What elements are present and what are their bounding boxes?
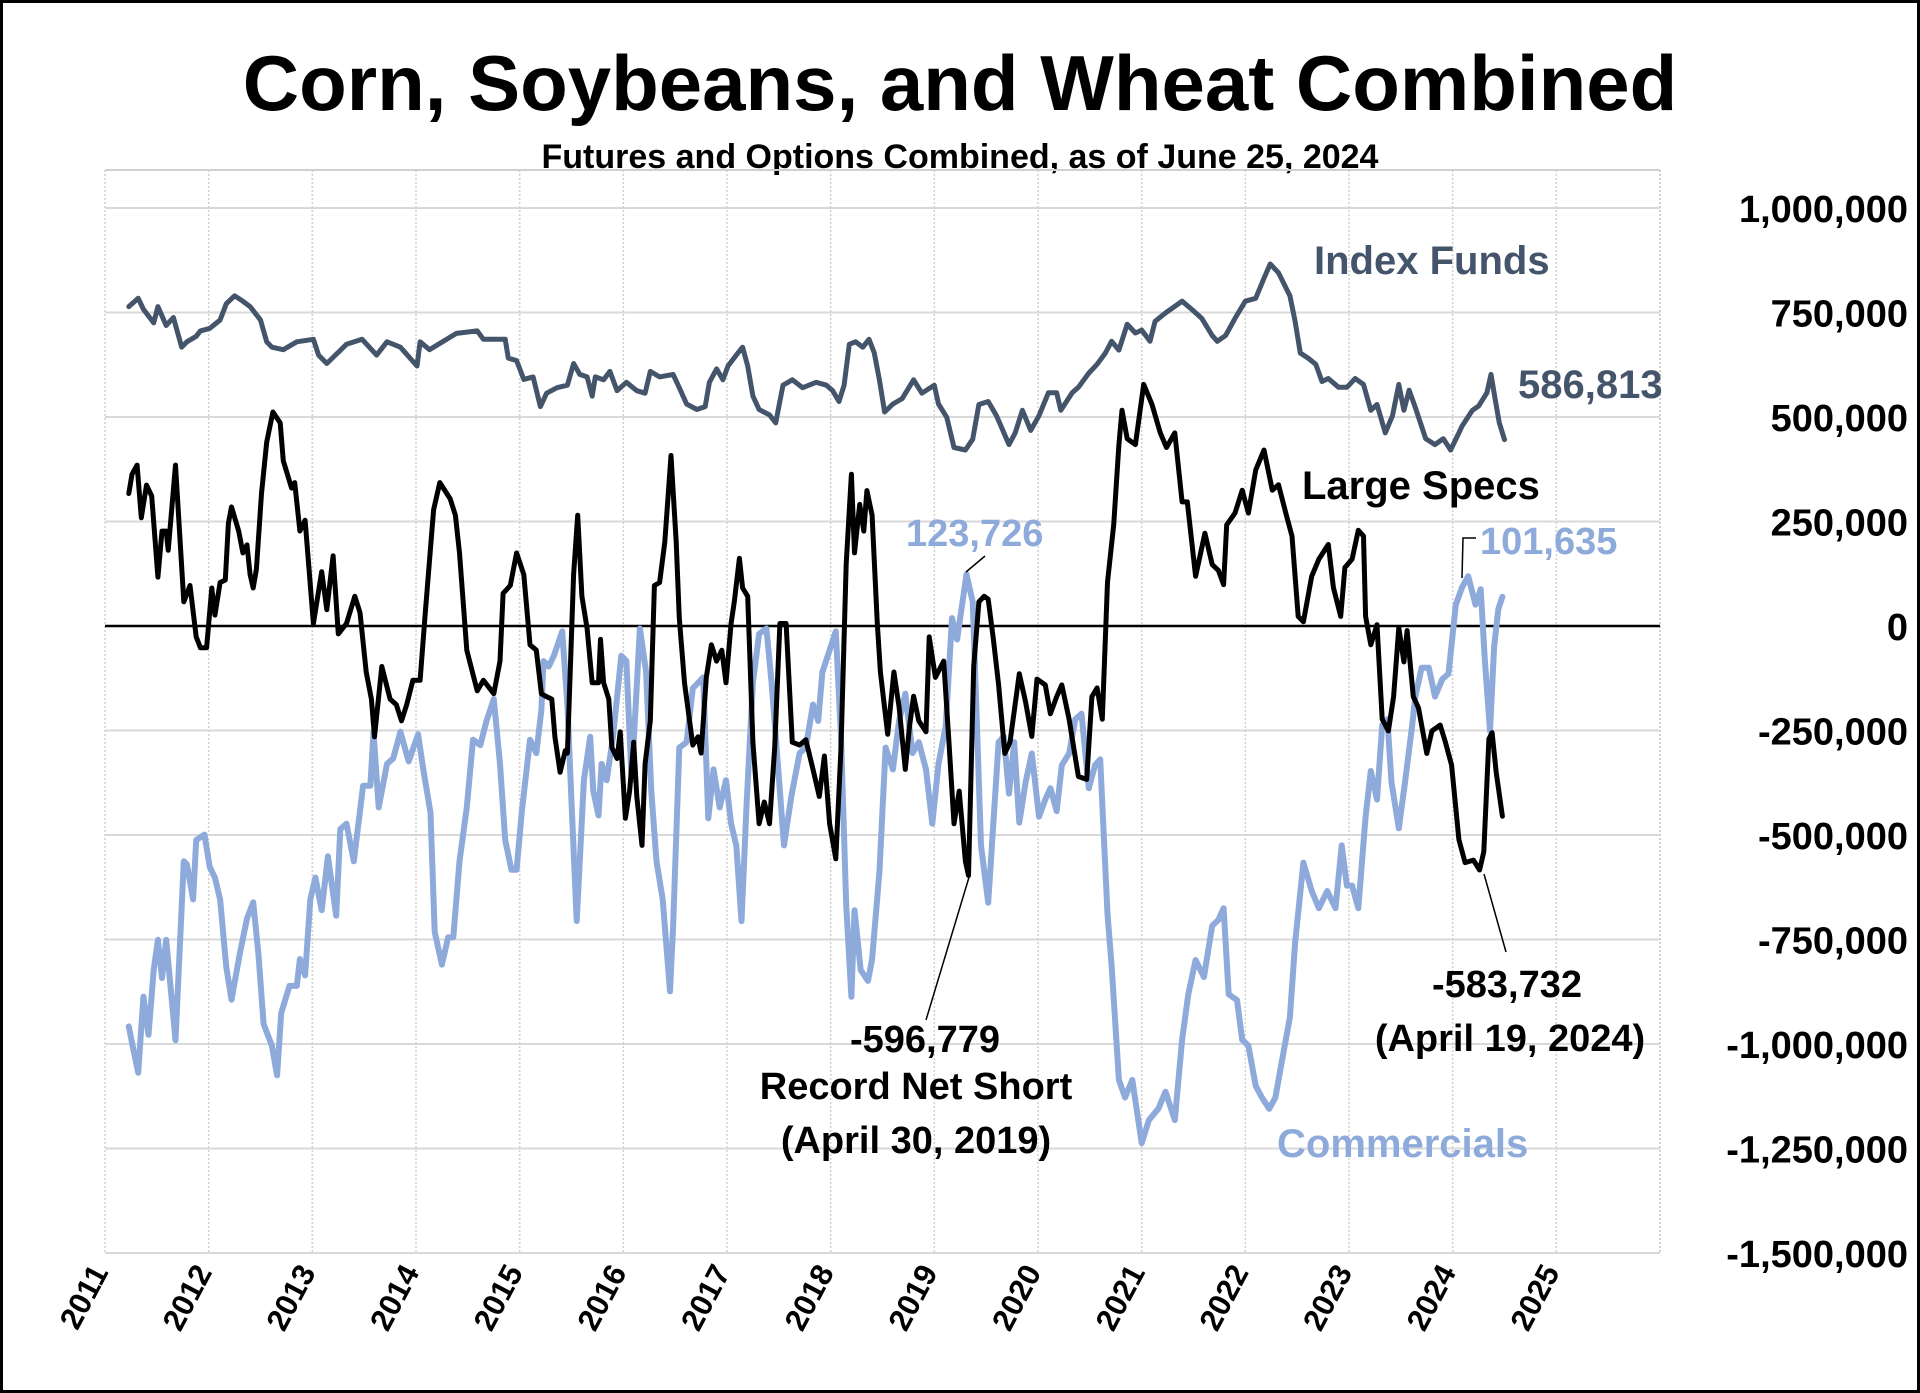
annotation-recent-low-date: (April 19, 2024) — [1375, 1018, 1645, 1060]
leader-commercials-peak-2019 — [965, 555, 986, 573]
y-tick-label: 750,000 — [1771, 294, 1908, 336]
y-tick-label: 1,000,000 — [1739, 189, 1908, 231]
x-tick-label: 2025 — [1503, 1259, 1566, 1336]
y-axis-ticks: 1,000,000 750,000 500,000 250,000 0 -250,000 -… — [1726, 189, 1908, 1276]
annotation-commercials-peak-2019: 123,726 — [906, 513, 1043, 555]
y-tick-label: -1,250,000 — [1726, 1130, 1908, 1172]
x-tick-label: 2015 — [467, 1259, 530, 1336]
label-large-specs: Large Specs — [1302, 464, 1540, 508]
y-tick-label: 500,000 — [1771, 398, 1908, 440]
series-lines — [125, 261, 1507, 1147]
annotation-record-value: -596,779 — [850, 1019, 1000, 1061]
y-tick-label: 250,000 — [1771, 503, 1908, 545]
x-axis-ticks: 2011 2012 2013 2014 2015 2016 2017 2018 2019 2020… — [53, 1258, 1567, 1336]
x-tick-label: 2023 — [1296, 1259, 1359, 1336]
annotation-commercials-latest: 101,635 — [1480, 521, 1617, 563]
y-tick-label: -1,500,000 — [1726, 1234, 1908, 1276]
x-tick-label: 2024 — [1400, 1258, 1464, 1336]
annotation-record-label: Record Net Short — [760, 1066, 1073, 1108]
x-tick-label: 2017 — [674, 1259, 737, 1336]
y-tick-label: -1,000,000 — [1726, 1025, 1908, 1067]
x-tick-label: 2014 — [363, 1258, 427, 1336]
series-line-index-funds — [126, 261, 1507, 453]
y-tick-label: -500,000 — [1758, 816, 1908, 858]
annotation-recent-low-value: -583,732 — [1432, 964, 1582, 1006]
y-tick-label: -750,000 — [1758, 921, 1908, 963]
x-tick-label: 2020 — [985, 1259, 1048, 1336]
annotation-index-latest: 586,813 — [1518, 363, 1663, 407]
x-tick-label: 2013 — [259, 1259, 322, 1336]
label-commercials: Commercials — [1277, 1122, 1528, 1166]
x-tick-label: 2011 — [53, 1259, 115, 1335]
leader-recent-low — [1483, 873, 1507, 953]
leader-record — [925, 873, 971, 1021]
annotation-record-date: (April 30, 2019) — [781, 1120, 1051, 1162]
y-tick-label: 0 — [1887, 607, 1908, 649]
x-tick-label: 2022 — [1192, 1259, 1255, 1336]
label-index-funds: Index Funds — [1314, 239, 1550, 283]
series-line-large-specs — [126, 381, 1505, 878]
x-tick-label: 2019 — [881, 1259, 944, 1336]
x-tick-label: 2021 — [1089, 1259, 1152, 1336]
x-tick-label: 2018 — [778, 1259, 841, 1336]
x-tick-label: 2012 — [156, 1259, 219, 1336]
x-tick-label: 2016 — [570, 1259, 633, 1336]
y-tick-label: -250,000 — [1758, 712, 1908, 754]
series-line-commercials — [125, 571, 1506, 1147]
chart-title: Corn, Soybeans, and Wheat Combined — [243, 39, 1677, 127]
leader-commercials-latest — [1461, 537, 1476, 579]
